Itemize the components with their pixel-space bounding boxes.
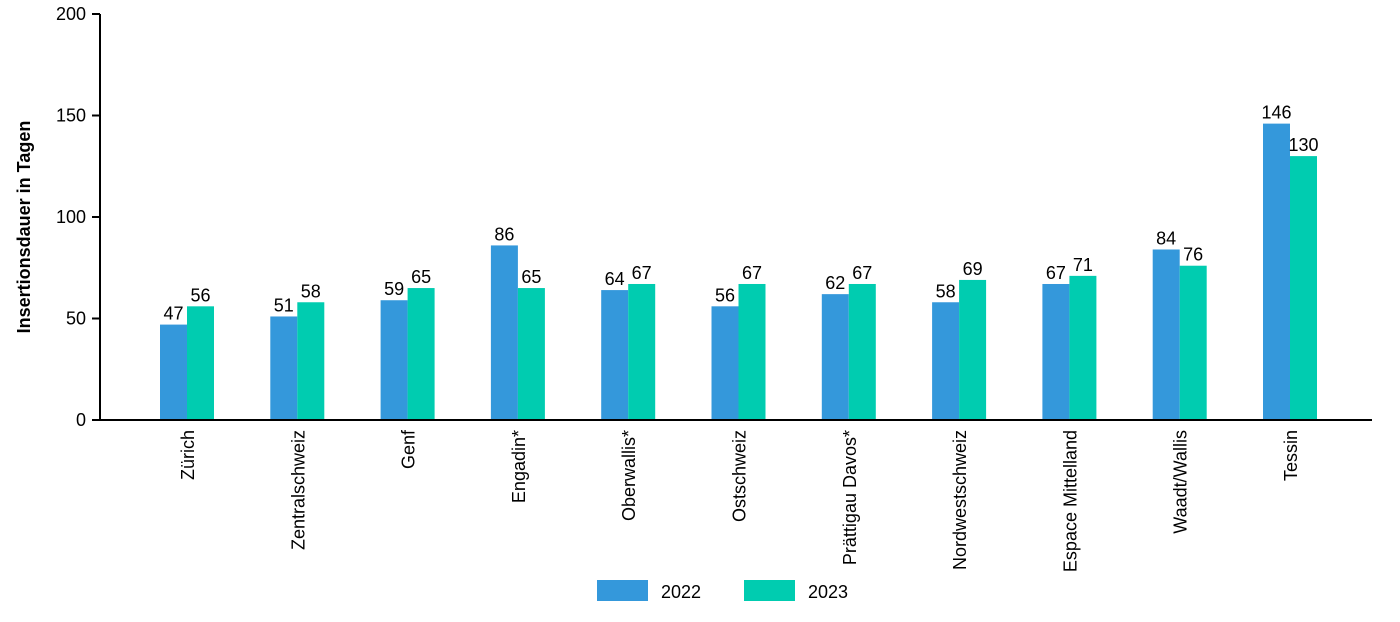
data-label: 65 <box>411 267 431 287</box>
y-tick-label: 0 <box>76 410 86 430</box>
data-label: 67 <box>742 263 762 283</box>
legend-swatch-2022 <box>597 580 648 601</box>
bar-2023 <box>628 283 656 420</box>
bar-2023 <box>959 279 987 420</box>
legend-label: 2023 <box>808 582 848 602</box>
data-label: 69 <box>963 259 983 279</box>
bar-2022 <box>932 302 960 420</box>
data-label: 86 <box>494 224 514 244</box>
y-axis: 0 50 100 150 200 <box>56 4 101 430</box>
bar-2022 <box>270 316 298 420</box>
x-tick-label: Genf <box>399 429 419 469</box>
data-label: 76 <box>1183 245 1203 265</box>
legend: 2022 2023 <box>597 580 848 602</box>
data-label: 58 <box>301 281 321 301</box>
data-label: 56 <box>715 285 735 305</box>
x-tick-label: Tessin <box>1281 430 1301 481</box>
bar-2023 <box>1069 275 1097 420</box>
x-tick-label: Nordwestschweiz <box>950 430 970 570</box>
data-label: 67 <box>852 263 872 283</box>
bars-group <box>160 123 1317 421</box>
data-label: 62 <box>825 273 845 293</box>
bar-2022 <box>1042 283 1070 420</box>
bar-2022 <box>821 294 849 420</box>
data-label: 65 <box>521 267 541 287</box>
bar-2022 <box>380 300 408 420</box>
data-label: 64 <box>605 269 625 289</box>
x-tick-label: Ostschweiz <box>730 430 750 522</box>
y-tick-label: 150 <box>56 106 86 126</box>
legend-swatch-2023 <box>744 580 795 601</box>
bar-2023 <box>1290 156 1317 420</box>
bar-2023 <box>738 283 766 420</box>
bar-2022 <box>1263 123 1290 421</box>
bar-2023 <box>407 288 435 420</box>
bar-2022 <box>601 290 629 420</box>
data-label: 67 <box>1046 263 1066 283</box>
data-label: 59 <box>384 279 404 299</box>
data-label: 58 <box>936 281 956 301</box>
x-tick-label: Engadin* <box>509 430 529 503</box>
data-label: 130 <box>1288 135 1318 155</box>
bar-2022 <box>160 324 187 420</box>
data-label: 47 <box>163 304 183 324</box>
x-tick-label: Oberwallis* <box>619 430 639 521</box>
y-tick-label: 50 <box>66 309 86 329</box>
x-axis: Zürich Zentralschweiz Genf Engadin* Oberwall… <box>100 419 1372 572</box>
x-tick-label: Zentralschweiz <box>288 430 308 550</box>
x-tick-label: Espace Mittelland <box>1060 430 1080 572</box>
bar-2022 <box>490 245 518 420</box>
y-tick-label: 100 <box>56 207 86 227</box>
bar-2022 <box>711 306 739 420</box>
bar-2023 <box>517 288 545 420</box>
x-tick-label: Prättigau Davos* <box>840 430 860 565</box>
data-label: 146 <box>1261 103 1291 123</box>
data-label: 84 <box>1156 228 1176 248</box>
y-axis-label: Insertionsdauer in Tagen <box>14 121 34 334</box>
data-label: 56 <box>190 285 210 305</box>
bar-2022 <box>1152 249 1180 420</box>
bar-2023 <box>848 283 876 420</box>
x-tick-label: Waadt/Wallis <box>1171 430 1191 534</box>
bar-2023 <box>1179 265 1207 420</box>
data-label: 67 <box>632 263 652 283</box>
x-tick-label: Zürich <box>178 430 198 480</box>
data-labels-group: 47 56 51 58 59 65 86 65 64 67 56 67 62 67 58 69 67 71 84 76… <box>163 103 1318 324</box>
bar-2023 <box>297 302 325 420</box>
bar-2023 <box>187 306 214 420</box>
data-label: 71 <box>1073 255 1093 275</box>
legend-label: 2022 <box>661 582 701 602</box>
y-tick-label: 200 <box>56 4 86 24</box>
data-label: 51 <box>274 295 294 315</box>
